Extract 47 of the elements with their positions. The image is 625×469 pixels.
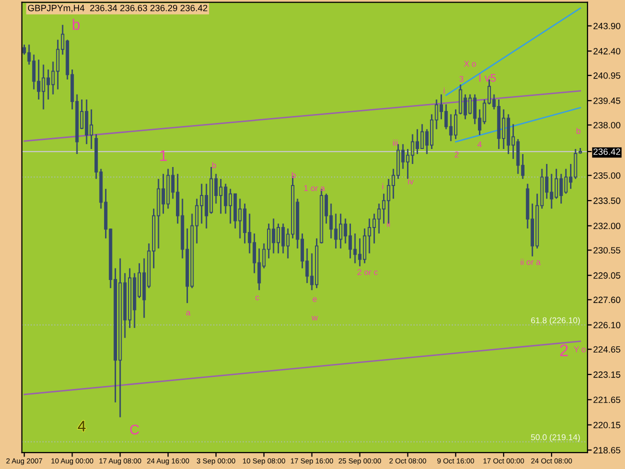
chart-title: GBPJPYm,H4 236.34 236.63 236.29 236.42 [28, 4, 208, 12]
annotation: 4 [478, 142, 482, 148]
annotation: C [130, 424, 140, 434]
annotation: 4 [78, 420, 86, 432]
y-tick-label: 220.15 [594, 422, 620, 428]
annotation: 1 [160, 150, 167, 161]
y-tick-label: 224.65 [594, 346, 620, 353]
y-tick-label: 233.50 [594, 198, 620, 204]
ref-line-label: 50.0 (219.14) [531, 434, 580, 442]
annotation: iv [408, 178, 414, 184]
annotation: 1 or a [304, 185, 325, 192]
y-tick-label: 232.00 [594, 222, 620, 230]
y-tick-label: 218.65 [594, 447, 620, 454]
y-tick-label: 226.10 [594, 322, 620, 328]
annotation: iii [393, 140, 398, 146]
y-tick-label: 240.95 [594, 72, 620, 79]
y-tick-label: 239.45 [594, 98, 620, 104]
annotation: b [212, 162, 216, 168]
y-tick-label: 243.90 [594, 22, 620, 30]
annotation: I v5 [479, 74, 496, 82]
annotation: 2 or c [357, 269, 378, 276]
annotation: i [444, 88, 445, 94]
annotation: 3 [459, 76, 464, 82]
y-tick-label: 227.60 [594, 296, 620, 304]
annotation: a [186, 310, 191, 316]
y-tick-label: 238.00 [594, 122, 620, 128]
annotation: ii or a [520, 258, 541, 265]
y-tick-label: 235.00 [594, 172, 620, 179]
annotation: e [312, 297, 317, 302]
annotation: 2 [454, 152, 459, 158]
annotation: w [312, 316, 318, 320]
annotation: ii [387, 220, 390, 227]
y-tick-label: 229.05 [594, 272, 620, 279]
y-tick-label: 223.15 [594, 371, 620, 378]
annotation: Y o [574, 346, 586, 352]
annotation: c [256, 296, 260, 300]
y-tick-label: 236.42 [594, 148, 620, 155]
annotation: X o [464, 60, 476, 67]
annotation: b [576, 128, 580, 134]
y-tick-label: 230.55 [594, 247, 620, 254]
annotation: b [292, 172, 296, 178]
y-tick-label: 242.40 [594, 48, 620, 54]
y-tick-label: 221.65 [594, 396, 620, 404]
annotation: 2 [560, 344, 568, 356]
annotation: b [72, 18, 80, 30]
ref-line-label: 61.8 (226.10) [531, 317, 580, 325]
annotation: i [382, 183, 384, 190]
